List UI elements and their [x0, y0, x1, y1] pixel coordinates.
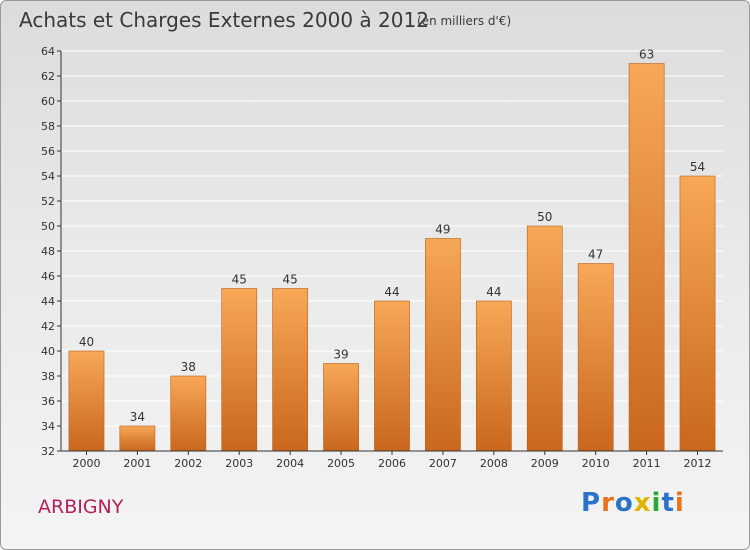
y-tick-label: 46	[41, 270, 55, 283]
logo-letter: P	[581, 488, 602, 518]
y-tick-label: 48	[41, 245, 55, 258]
x-tick-label: 2000	[72, 457, 100, 470]
y-tick-label: 36	[41, 395, 55, 408]
logo-letter: o	[614, 488, 634, 518]
x-tick-label: 2012	[684, 457, 712, 470]
bar-2009	[526, 225, 563, 452]
logo-letter: x	[633, 488, 652, 518]
y-tick-label: 44	[41, 295, 55, 308]
bars	[68, 63, 716, 452]
x-tick-label: 2004	[276, 457, 304, 470]
y-tick-label: 34	[41, 420, 55, 433]
bar-2010	[577, 263, 614, 452]
commune-name: ARBIGNY	[38, 496, 124, 518]
chart-title: Achats et Charges Externes 2000 à 2012	[19, 8, 429, 32]
y-tick-label: 32	[41, 445, 55, 458]
data-label: 50	[537, 210, 552, 224]
y-tick-label: 56	[41, 145, 55, 158]
y-tick-label: 64	[41, 45, 55, 58]
y-tick-label: 38	[41, 370, 55, 383]
y-tick-label: 60	[41, 95, 55, 108]
data-label: 49	[435, 223, 450, 237]
x-tick-label: 2006	[378, 457, 406, 470]
y-tick-label: 62	[41, 70, 55, 83]
data-label: 39	[333, 348, 348, 362]
y-tick-label: 40	[41, 345, 55, 358]
bar-2001	[119, 425, 156, 452]
axes: 32 34 36 38 40 42 44 46 48 50 52 54 56 58 60 62 64 2000 20…	[41, 45, 723, 470]
data-label: 44	[384, 285, 399, 299]
x-tick-label: 2007	[429, 457, 457, 470]
data-label: 47	[588, 248, 603, 262]
bar-2006	[374, 300, 410, 452]
data-label: 63	[639, 48, 654, 62]
y-tick-label: 58	[41, 120, 55, 133]
logo-letter: i	[674, 488, 685, 518]
bar-2005	[323, 363, 359, 452]
x-tick-label: 2001	[123, 457, 151, 470]
x-tick-label: 2009	[531, 457, 559, 470]
data-label: 44	[486, 285, 501, 299]
bar-2002	[170, 375, 207, 452]
y-tick-label: 52	[41, 195, 55, 208]
data-label: 38	[181, 360, 196, 374]
logo-letter: i	[651, 488, 662, 518]
bar-2008	[475, 300, 512, 452]
proxiti-logo[interactable]: Proxiti	[581, 488, 685, 518]
bar-2003	[221, 288, 258, 452]
data-label: 45	[232, 273, 247, 287]
y-tick-label: 42	[41, 320, 55, 333]
x-tick-label: 2002	[174, 457, 202, 470]
data-label: 45	[283, 273, 298, 287]
bar-2012	[679, 175, 716, 452]
data-label: 40	[79, 335, 94, 349]
data-label: 54	[690, 160, 705, 174]
y-tick-label: 50	[41, 220, 55, 233]
bar-2004	[272, 288, 309, 452]
x-tick-label: 2011	[633, 457, 661, 470]
x-tick-label: 2003	[225, 457, 253, 470]
bar-2000	[68, 350, 105, 452]
x-tick-label: 2010	[582, 457, 610, 470]
labels: 40 34 38 45 45 39 44 49 44 50 47 63 54	[79, 48, 705, 425]
unit-note: (en milliers d'€)	[417, 14, 512, 28]
bar-2007	[425, 238, 461, 452]
x-tick-label: 2008	[480, 457, 508, 470]
logo-letter: t	[661, 488, 675, 518]
bar-2011	[628, 63, 665, 452]
logo-letter: r	[601, 488, 615, 518]
data-label: 34	[130, 410, 145, 424]
y-tick-label: 54	[41, 170, 55, 183]
x-tick-label: 2005	[327, 457, 355, 470]
